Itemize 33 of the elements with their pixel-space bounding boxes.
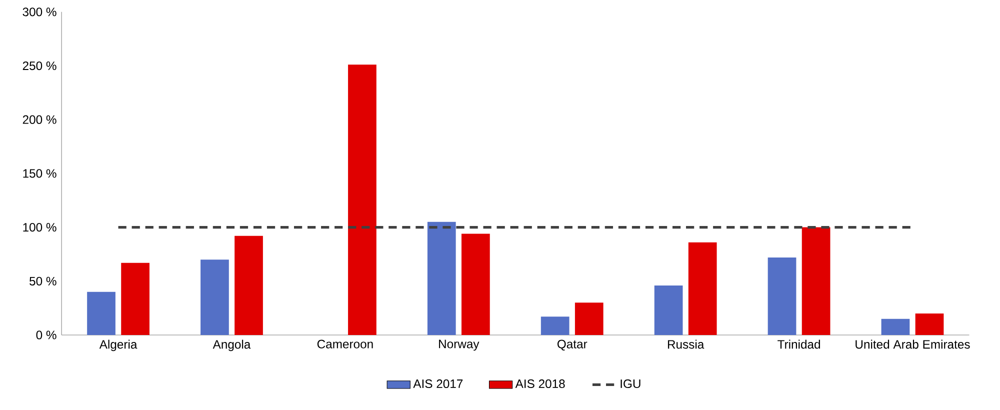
- x-tick-label: Cameroon: [317, 340, 373, 348]
- y-tick-label: 300 %: [22, 8, 56, 16]
- legend-label: IGU: [620, 379, 640, 388]
- bar: [574, 302, 604, 335]
- legend-label: AIS 2017: [413, 379, 463, 388]
- x-tick-label: Angola: [212, 340, 251, 352]
- y-tick-label: 0 %: [36, 330, 56, 340]
- x-tick-label: Qatar: [557, 340, 588, 351]
- bar: [688, 242, 717, 335]
- bar: [768, 257, 796, 335]
- bar: [540, 316, 570, 335]
- bar: [87, 292, 116, 335]
- x-tick-label: Russia: [668, 340, 704, 349]
- bar: [654, 285, 683, 335]
- bar: [200, 260, 229, 335]
- y-tick-label: 100 %: [23, 222, 56, 232]
- bar: [881, 318, 910, 335]
- y-tick-label: 150 %: [23, 169, 56, 178]
- x-tick-label: United Arab Emirates: [856, 340, 970, 349]
- bar: [915, 313, 944, 335]
- x-tick-label: Trinidad: [778, 340, 820, 349]
- bar: [234, 236, 263, 335]
- bar: [121, 262, 150, 335]
- x-tick-label: Algeria: [99, 340, 138, 352]
- y-tick-label: 50 %: [30, 276, 56, 286]
- bar: [802, 227, 830, 335]
- y-tick-label: 200 %: [22, 115, 56, 124]
- y-tick-label: 250 %: [22, 61, 56, 70]
- bar: [348, 64, 376, 335]
- bar: [461, 234, 490, 335]
- bar: [427, 222, 456, 335]
- x-tick-label: Norway: [439, 340, 480, 351]
- legend-label: AIS 2018: [515, 379, 565, 388]
